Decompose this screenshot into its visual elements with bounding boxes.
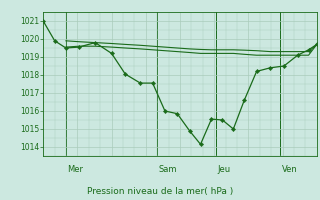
Text: Jeu: Jeu [218,165,231,174]
Text: Ven: Ven [282,165,298,174]
Text: Sam: Sam [159,165,177,174]
Text: Mer: Mer [67,165,83,174]
Text: Pression niveau de la mer( hPa ): Pression niveau de la mer( hPa ) [87,187,233,196]
